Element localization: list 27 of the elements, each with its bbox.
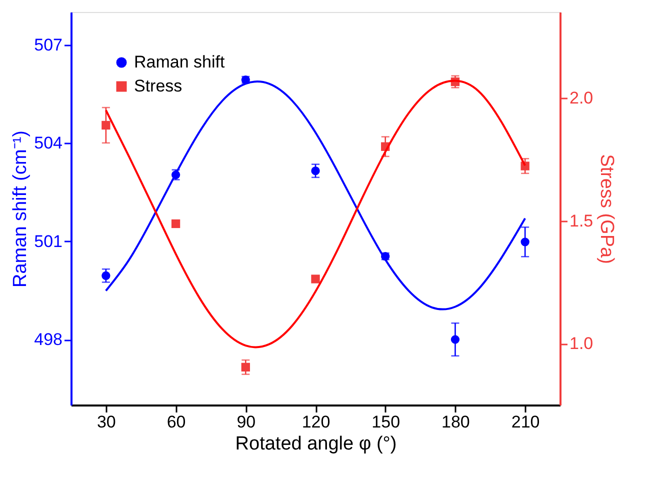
point xyxy=(520,238,530,246)
y2-tick-label: 1.5 xyxy=(570,211,594,230)
point xyxy=(171,219,180,228)
point xyxy=(102,120,110,130)
legend-label: Stress xyxy=(134,76,182,96)
point xyxy=(311,274,320,284)
x-tick-label: 180 xyxy=(442,412,470,432)
x-tick-label: 90 xyxy=(236,412,256,432)
x-tick-label: 150 xyxy=(372,412,400,432)
y2-axis-title: Stress (GPa) xyxy=(596,154,618,264)
x-tick-label: 210 xyxy=(511,412,540,432)
y2-tick-label: 2.0 xyxy=(570,88,594,108)
y-tick-label: 504 xyxy=(34,134,62,152)
y-tick-label: 498 xyxy=(34,330,62,349)
point xyxy=(241,362,250,372)
point xyxy=(311,166,320,176)
x-tick-label: 120 xyxy=(302,412,330,432)
x-tick-label: 60 xyxy=(166,412,186,432)
x-tick-label: 30 xyxy=(96,412,116,432)
legend-label: Raman shift xyxy=(134,52,225,72)
point xyxy=(102,271,110,280)
y-tick-label: 501 xyxy=(34,232,62,251)
y-axis-title: Raman shift (cm⁻¹) xyxy=(10,130,32,288)
y2-tick-label: 1.0 xyxy=(570,334,594,354)
x-axis-title: Rotated angle φ (°) xyxy=(235,434,397,454)
point xyxy=(450,335,460,344)
y-tick-label: 507 xyxy=(34,35,62,54)
